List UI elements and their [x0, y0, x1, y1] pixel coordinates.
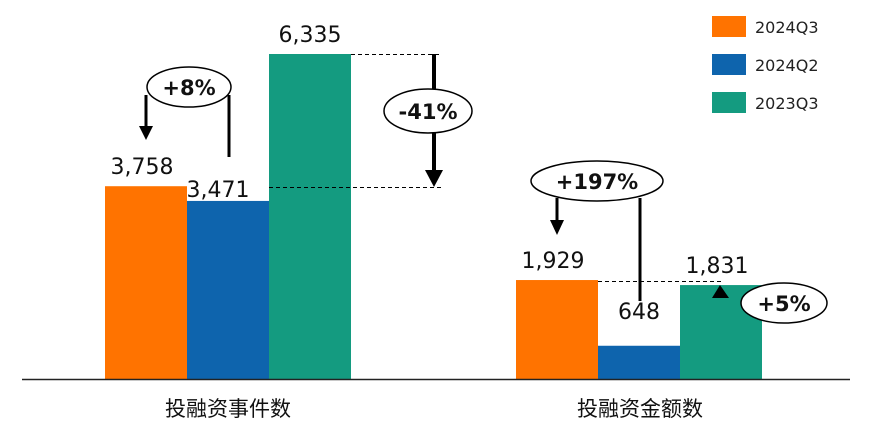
bar-2024q3-0	[105, 186, 187, 379]
annotation-events-yoy: -41%	[269, 54, 473, 188]
value-label-2023q3-0: 6,335	[279, 23, 342, 48]
legend-swatch-2023q3	[712, 92, 746, 113]
bar-2024q3-1	[516, 280, 598, 379]
bar-2023q3-0	[269, 54, 351, 379]
value-label-2024q2-1: 648	[618, 300, 660, 325]
legend-label-2024q2: 2024Q2	[755, 56, 819, 75]
value-label-2023q3-1: 1,831	[686, 254, 749, 279]
svg-text:+5%: +5%	[757, 292, 810, 316]
bar-2024q2-1	[598, 345, 680, 379]
legend-swatch-2024q3	[712, 16, 746, 37]
bar-2024q2-0	[187, 200, 269, 379]
annotation-events-qoq: +8%	[139, 66, 232, 157]
legend-swatch-2024q2	[712, 54, 746, 75]
annotation-amount-qoq: +197%	[530, 160, 722, 301]
value-label-2024q3-0: 3,758	[111, 155, 174, 180]
value-label-2024q2-0: 3,471	[187, 178, 250, 203]
annotation-amount-yoy: +5%	[712, 282, 828, 324]
svg-text:-41%: -41%	[399, 100, 458, 124]
category-label-amount: 投融资金额数	[577, 397, 703, 421]
svg-text:+197%: +197%	[556, 170, 638, 194]
legend-label-2024q3: 2024Q3	[755, 18, 819, 37]
category-label-events: 投融资事件数	[165, 397, 291, 421]
legend-label-2023q3: 2023Q3	[755, 94, 819, 113]
legend: 2024Q3 2024Q2 2023Q3	[712, 16, 819, 113]
svg-text:+8%: +8%	[162, 76, 215, 100]
value-label-2024q3-1: 1,929	[522, 249, 585, 274]
